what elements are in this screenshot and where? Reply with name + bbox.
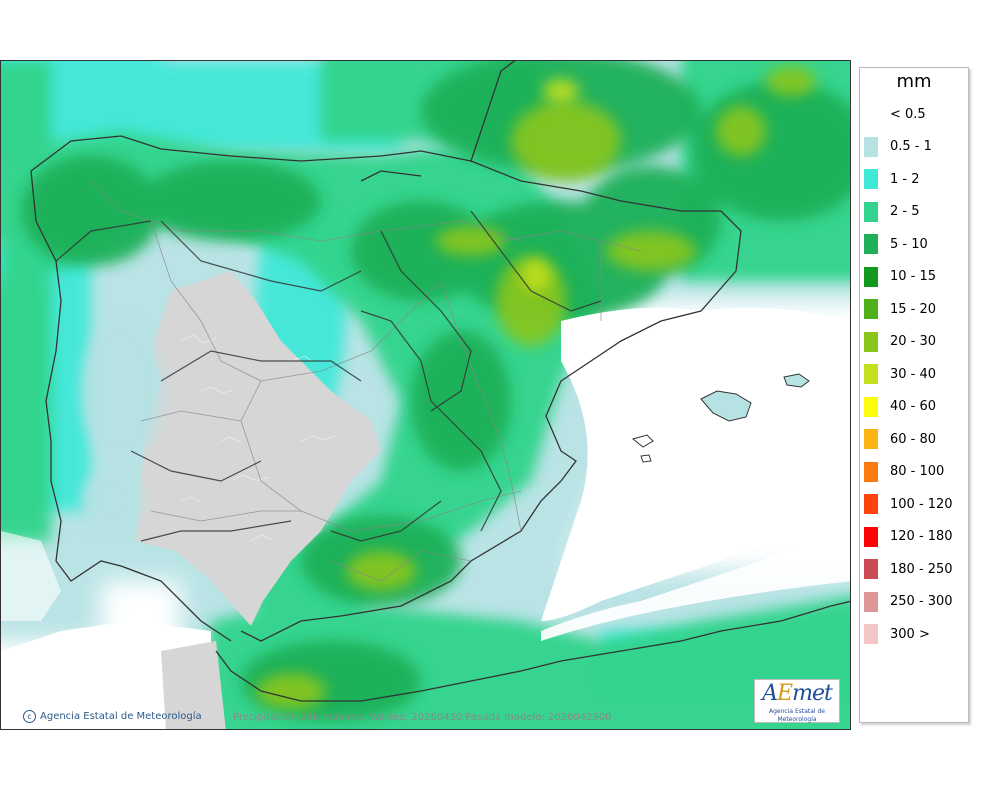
legend-item: 300 > (860, 618, 968, 651)
legend-swatch (864, 526, 878, 547)
legend-swatch (864, 396, 878, 417)
precipitation-field (1, 61, 850, 729)
province-borders (55, 210, 602, 542)
precipitation-map: c Agencia Estatal de Meteorología Precip… (0, 60, 851, 730)
agency-credit: c Agencia Estatal de Meteorología (23, 710, 202, 723)
legend-label: 40 - 60 (890, 399, 937, 415)
legend-label: 100 - 120 (890, 496, 953, 512)
legend-item: 2 - 5 (860, 196, 968, 229)
legend-item: 1 - 2 (860, 163, 968, 196)
legend-item: 120 - 180 (860, 521, 968, 554)
legend-item: 180 - 250 (860, 553, 968, 586)
legend-label: 10 - 15 (890, 269, 937, 285)
aemet-logo-subtitle: Agencia Estatal de Meteorología (768, 708, 825, 723)
legend-label: 20 - 30 (890, 334, 937, 350)
legend-swatch (864, 201, 878, 222)
legend-item: 100 - 120 (860, 488, 968, 521)
legend-swatch (864, 104, 878, 125)
region-borders (90, 180, 642, 582)
legend-label: 15 - 20 (890, 301, 937, 317)
legend-item: 5 - 10 (860, 228, 968, 261)
legend-swatch (864, 559, 878, 580)
coastline (30, 61, 850, 702)
legend-item: 30 - 40 (860, 358, 968, 391)
legend-panel: mm < 0.5 0.5 - 1 1 - 2 2 - 5 5 - 10 10 - 15 15… (859, 67, 969, 723)
legend-label: 0.5 - 1 (890, 139, 932, 155)
legend-item: 250 - 300 (860, 586, 968, 619)
legend-unit: mm (896, 71, 932, 92)
legend-swatch (864, 331, 878, 352)
map-caption: Precipitación 24h máxima. Validez: 20260… (233, 712, 612, 723)
aemet-logo: AEmet Agencia Estatal de Meteorología (754, 679, 840, 723)
legend-item: 60 - 80 (860, 423, 968, 456)
legend-swatch (864, 136, 878, 157)
legend-label: < 0.5 (890, 106, 926, 122)
legend-item: 0.5 - 1 (860, 131, 968, 164)
map-canvas (1, 61, 850, 729)
legend-swatch (864, 234, 878, 255)
legend-item: < 0.5 (860, 98, 968, 131)
legend-label: 30 - 40 (890, 366, 937, 382)
copyright-icon: c (23, 710, 36, 723)
aemet-logo-mark: AEmet (762, 681, 833, 706)
legend-swatch (864, 494, 878, 515)
legend-item: 10 - 15 (860, 261, 968, 294)
legend-label: 250 - 300 (890, 594, 953, 610)
legend-label: 80 - 100 (890, 464, 945, 480)
legend-item: 40 - 60 (860, 391, 968, 424)
legend-swatch (864, 461, 878, 482)
legend-label: 1 - 2 (890, 171, 920, 187)
legend-label: 300 > (890, 626, 930, 642)
legend-item: 15 - 20 (860, 293, 968, 326)
agency-credit-text: Agencia Estatal de Meteorología (40, 711, 202, 722)
legend-swatch (864, 169, 878, 190)
legend-item: 20 - 30 (860, 326, 968, 359)
legend-item: 80 - 100 (860, 456, 968, 489)
legend-swatch (864, 364, 878, 385)
legend-label: 5 - 10 (890, 236, 928, 252)
legend-label: 120 - 180 (890, 529, 953, 545)
legend-swatch (864, 624, 878, 645)
legend-swatch (864, 591, 878, 612)
legend-swatch (864, 266, 878, 287)
legend-label: 180 - 250 (890, 561, 953, 577)
legend-swatch (864, 429, 878, 450)
legend-label: 60 - 80 (890, 431, 937, 447)
legend-swatch (864, 299, 878, 320)
legend-label: 2 - 5 (890, 204, 920, 220)
legend-list: < 0.5 0.5 - 1 1 - 2 2 - 5 5 - 10 10 - 15 15 - … (860, 98, 968, 651)
